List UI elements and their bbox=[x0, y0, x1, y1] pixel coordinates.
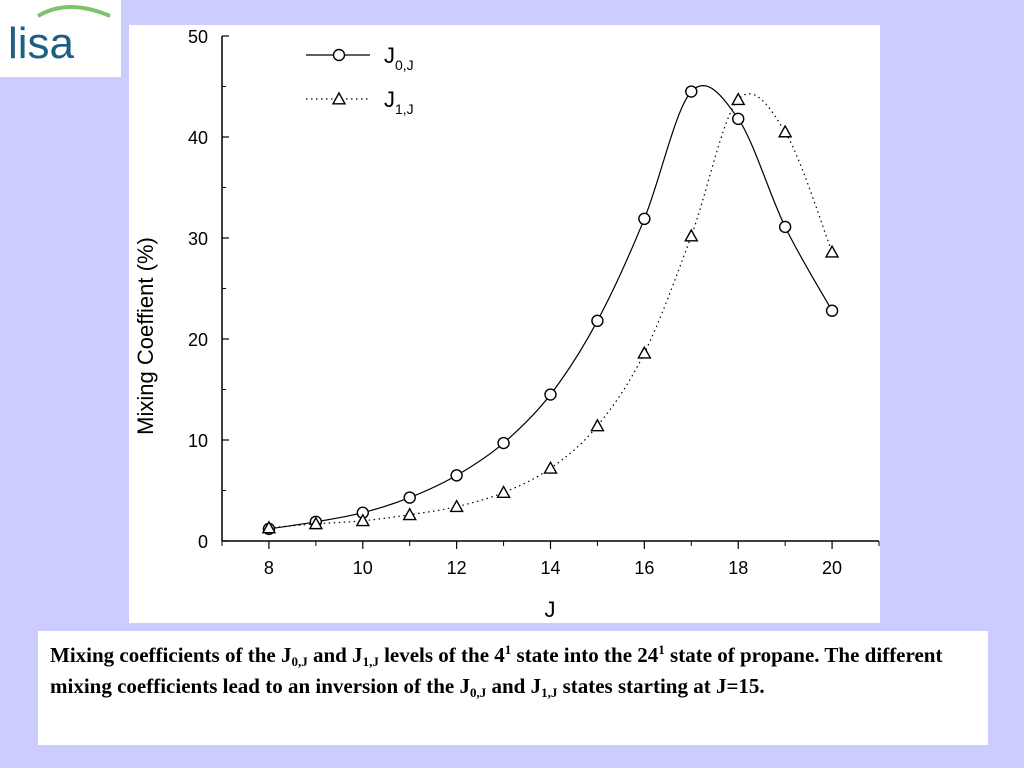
y-tick-label: 30 bbox=[188, 229, 208, 249]
caption-subscript: 0,J bbox=[469, 685, 487, 700]
series-1-J bbox=[261, 92, 840, 534]
data-point bbox=[731, 92, 746, 106]
legend: J0,J J1,J bbox=[306, 43, 414, 117]
caption-part: Mixing coefficients of the J bbox=[50, 643, 292, 667]
data-point bbox=[450, 469, 463, 482]
data-point bbox=[590, 418, 605, 432]
data-point bbox=[497, 436, 510, 450]
legend-label-subscript: 1,J bbox=[395, 101, 414, 117]
x-tick-label: 14 bbox=[540, 558, 560, 578]
data-point bbox=[732, 112, 745, 126]
logo-graphic: lisa bbox=[8, 5, 111, 68]
y-axis-label: Mixing Coeffient (%) bbox=[133, 237, 158, 435]
y-tick-label: 20 bbox=[188, 330, 208, 350]
caption-subscript: 1,J bbox=[541, 685, 558, 700]
x-tick-label: 18 bbox=[728, 558, 748, 578]
caption-superscript: 1 bbox=[504, 642, 512, 657]
caption-box: Mixing coefficients of the J0,J and J1,J… bbox=[38, 631, 988, 745]
data-point bbox=[355, 513, 370, 527]
y-tick-label: 50 bbox=[188, 27, 208, 47]
x-tick-label: 12 bbox=[447, 558, 467, 578]
data-point bbox=[824, 244, 840, 258]
y-tick-label: 0 bbox=[198, 532, 208, 552]
x-tick-label: 8 bbox=[264, 558, 274, 578]
data-point bbox=[403, 491, 416, 504]
x-tick-label: 10 bbox=[353, 558, 373, 578]
data-point bbox=[825, 304, 839, 317]
caption-part: and J bbox=[307, 643, 363, 667]
data-point bbox=[543, 460, 558, 474]
data-point bbox=[638, 212, 651, 226]
caption-subscript: 1,J bbox=[362, 654, 379, 669]
data-point bbox=[777, 124, 793, 138]
data-point bbox=[544, 388, 557, 401]
axes: 0 10 20 30 40 50 8 10 12 14 16 18 20 bbox=[188, 27, 880, 578]
caption-part: state of propane. The different mixing c… bbox=[50, 643, 943, 698]
caption-part: levels of the 4 bbox=[378, 643, 505, 667]
lisa-logo: lisa bbox=[0, 0, 121, 77]
logo-text: lisa bbox=[8, 19, 75, 68]
x-axis-label: J bbox=[545, 597, 556, 622]
mixing-coefficient-chart: 0 10 20 30 40 50 8 10 12 14 16 18 20 J0,J J1,J J Mixi… bbox=[133, 27, 880, 622]
x-tick-label: 20 bbox=[822, 558, 842, 578]
caption-part: states starting at J=15. bbox=[557, 674, 765, 698]
caption-superscript: 1 bbox=[658, 642, 665, 657]
y-tick-label: 40 bbox=[188, 128, 208, 148]
legend-marker bbox=[332, 48, 346, 62]
chart-panel: 0 10 20 30 40 50 8 10 12 14 16 18 20 J0,J J1,J J Mixi… bbox=[129, 25, 880, 623]
caption-subscript: 0,J bbox=[291, 654, 308, 669]
series-layer bbox=[261, 85, 840, 536]
caption-part: and J bbox=[486, 674, 542, 698]
series-line bbox=[268, 85, 833, 530]
y-tick-label: 10 bbox=[188, 431, 208, 451]
data-point bbox=[496, 485, 511, 499]
data-point bbox=[685, 85, 698, 98]
data-point bbox=[591, 314, 604, 328]
legend-label: J1,J bbox=[384, 87, 414, 117]
x-tick-label: 16 bbox=[634, 558, 654, 578]
data-point bbox=[778, 220, 792, 234]
data-point bbox=[637, 345, 652, 359]
data-point bbox=[449, 499, 464, 513]
figure-caption: Mixing coefficients of the J0,J and J1,J… bbox=[50, 640, 978, 702]
legend-label-subscript: 0,J bbox=[395, 57, 414, 73]
legend-label: J0,J bbox=[384, 43, 414, 73]
caption-part: state into the 24 bbox=[511, 643, 659, 667]
data-point bbox=[261, 520, 277, 534]
data-point bbox=[684, 228, 699, 242]
logo-swoosh bbox=[36, 5, 111, 18]
legend-marker bbox=[331, 91, 347, 105]
data-point bbox=[308, 516, 324, 530]
data-point bbox=[402, 507, 417, 521]
